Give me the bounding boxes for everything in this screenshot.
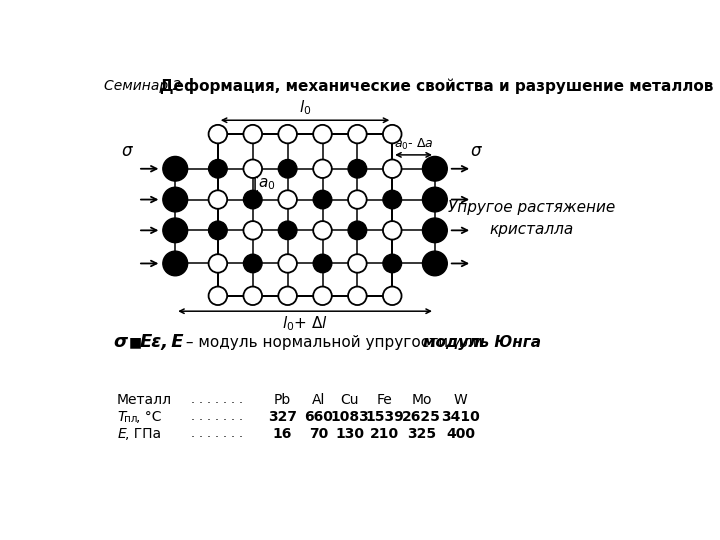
Circle shape — [348, 221, 366, 240]
Circle shape — [348, 125, 366, 143]
Circle shape — [313, 287, 332, 305]
Circle shape — [163, 218, 188, 242]
Text: пл: пл — [124, 414, 138, 424]
Text: 400: 400 — [446, 427, 475, 441]
Text: Al: Al — [312, 393, 325, 407]
Text: Mo: Mo — [411, 393, 432, 407]
Circle shape — [348, 190, 366, 209]
Circle shape — [209, 125, 228, 143]
Circle shape — [383, 125, 402, 143]
Circle shape — [209, 159, 228, 178]
Circle shape — [163, 187, 188, 212]
Text: , °C: , °C — [136, 410, 161, 424]
Text: 130: 130 — [335, 427, 364, 441]
Circle shape — [279, 190, 297, 209]
Text: . . . . . . .: . . . . . . . — [191, 393, 243, 406]
Text: Fe: Fe — [377, 393, 392, 407]
Text: $l_0$+ $\Delta l$: $l_0$+ $\Delta l$ — [282, 314, 328, 333]
Circle shape — [163, 157, 188, 181]
Text: Pb: Pb — [274, 393, 291, 407]
Circle shape — [243, 125, 262, 143]
Circle shape — [348, 159, 366, 178]
Text: W: W — [454, 393, 467, 407]
Text: E: E — [117, 427, 126, 441]
Text: $a_0$: $a_0$ — [258, 176, 276, 192]
Circle shape — [163, 251, 188, 276]
Text: . . . . . . .: . . . . . . . — [191, 427, 243, 440]
Circle shape — [313, 190, 332, 209]
Circle shape — [348, 287, 366, 305]
Text: σ: σ — [471, 142, 481, 160]
Circle shape — [348, 254, 366, 273]
Circle shape — [209, 254, 228, 273]
Text: 660: 660 — [304, 410, 333, 424]
Text: $a_0$- $\Delta a$: $a_0$- $\Delta a$ — [394, 137, 433, 152]
Text: Cu: Cu — [341, 393, 359, 407]
Circle shape — [423, 218, 447, 242]
Circle shape — [383, 287, 402, 305]
Circle shape — [423, 251, 447, 276]
Circle shape — [209, 287, 228, 305]
Text: Деформация, механические свойства и разрушение металлов: Деформация, механические свойства и разр… — [160, 78, 713, 94]
Text: $l_0$: $l_0$ — [299, 98, 311, 117]
Text: , ГПа: , ГПа — [125, 427, 161, 441]
Text: 1083: 1083 — [330, 410, 369, 424]
Circle shape — [243, 190, 262, 209]
Circle shape — [243, 254, 262, 273]
Circle shape — [243, 287, 262, 305]
Circle shape — [383, 221, 402, 240]
Circle shape — [423, 187, 447, 212]
Circle shape — [313, 221, 332, 240]
Circle shape — [313, 125, 332, 143]
Text: модуль Юнга: модуль Юнга — [423, 334, 541, 349]
Text: 327: 327 — [268, 410, 297, 424]
Circle shape — [279, 221, 297, 240]
Circle shape — [423, 157, 447, 181]
Text: 1539: 1539 — [365, 410, 404, 424]
Text: 210: 210 — [370, 427, 399, 441]
Text: Семинар 2: Семинар 2 — [104, 79, 181, 93]
Text: Металл: Металл — [117, 393, 172, 407]
Circle shape — [279, 254, 297, 273]
Circle shape — [209, 190, 228, 209]
Text: 325: 325 — [407, 427, 436, 441]
Circle shape — [383, 254, 402, 273]
Circle shape — [279, 159, 297, 178]
Text: 70: 70 — [309, 427, 328, 441]
Text: σ: σ — [122, 142, 132, 160]
Text: Eε,: Eε, — [140, 333, 168, 351]
Text: 2625: 2625 — [402, 410, 441, 424]
Circle shape — [383, 190, 402, 209]
Text: Упругое растяжение
кристалла: Упругое растяжение кристалла — [448, 200, 616, 238]
Text: T: T — [117, 410, 125, 424]
Text: 16: 16 — [272, 427, 292, 441]
Text: 3410: 3410 — [441, 410, 480, 424]
Circle shape — [279, 287, 297, 305]
Circle shape — [243, 221, 262, 240]
Circle shape — [313, 159, 332, 178]
Circle shape — [209, 221, 228, 240]
Text: ■: ■ — [129, 335, 142, 349]
Circle shape — [313, 254, 332, 273]
Circle shape — [383, 159, 402, 178]
Text: σ: σ — [113, 333, 127, 351]
Circle shape — [279, 125, 297, 143]
Text: E: E — [165, 333, 184, 351]
Circle shape — [243, 159, 262, 178]
Text: . . . . . . .: . . . . . . . — [191, 410, 243, 423]
Text: – модуль нормальной упругости или: – модуль нормальной упругости или — [181, 334, 487, 349]
